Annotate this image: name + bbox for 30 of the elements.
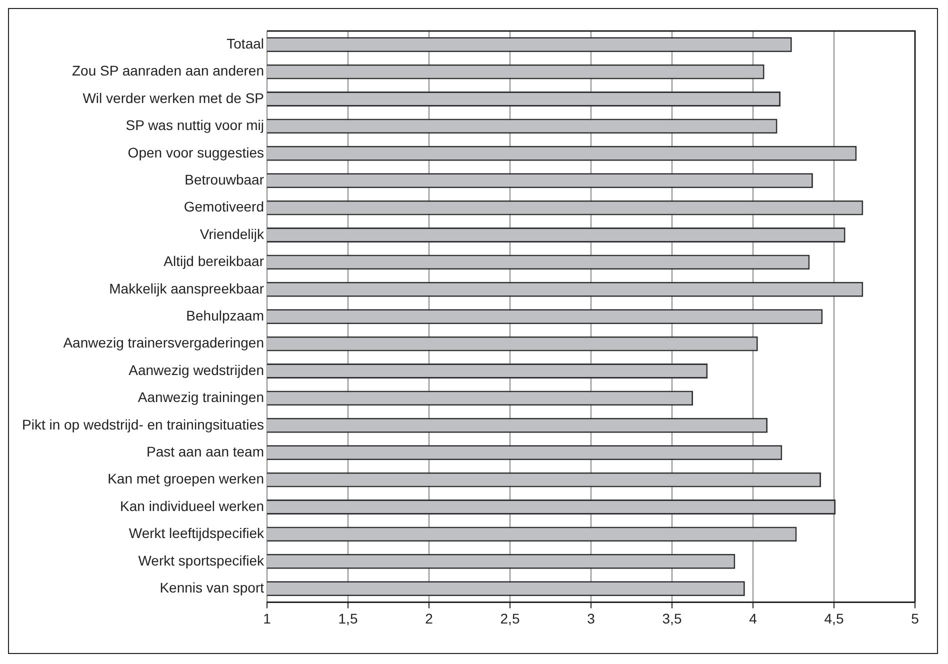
y-tick-label: Open voor suggesties — [128, 144, 264, 160]
y-tick-label: Werkt leeftijdspecifiek — [128, 525, 265, 542]
y-tick-label: Betrouwbaar — [184, 171, 264, 188]
y-tick-label: Altijd bereikbaar — [164, 253, 264, 270]
y-tick-label: Pikt in op wedstrijd- en trainingsituaties — [22, 416, 264, 432]
y-tick-label: Kan met groepen werken — [108, 470, 264, 487]
y-tick-label: Wil verder werken met de SP — [82, 90, 264, 106]
y-tick-label: Zou SP aanraden aan anderen — [72, 62, 264, 79]
x-tick-label: 2,5 — [500, 610, 520, 626]
y-tick-label: Werkt sportspecifiek — [138, 552, 266, 568]
y-tick-label: Totaal — [226, 35, 264, 52]
y-tick-label: Kan individueel werken — [120, 498, 264, 514]
y-tick-label: Aanwezig trainersvergaderingen — [63, 334, 264, 351]
y-tick-label: SP was nuttig voor mij — [126, 117, 264, 134]
y-tick-label: Aanwezig trainingen — [138, 389, 264, 406]
y-tick-label: Past aan aan team — [146, 443, 264, 460]
x-tick-label: 1 — [263, 610, 272, 626]
x-tick-label: 3,5 — [662, 610, 682, 626]
y-tick-label: Vriendelijk — [200, 226, 265, 242]
x-tick-label: 3 — [587, 610, 596, 626]
y-tick-label: Kennis van sport — [160, 579, 264, 596]
x-tick-label: 2 — [425, 610, 434, 626]
x-tick-label: 4,5 — [824, 610, 844, 626]
x-tick-label: 1,5 — [338, 610, 358, 626]
x-tick-label: 4 — [749, 610, 758, 626]
y-tick-label: Behulpzaam — [186, 307, 264, 324]
y-tick-label: Gemotiveerd — [184, 198, 264, 215]
y-tick-label: Makkelijk aanspreekbaar — [109, 280, 264, 296]
y-tick-label: Aanwezig wedstrijden — [128, 362, 264, 378]
x-tick-label: 5 — [911, 610, 920, 626]
